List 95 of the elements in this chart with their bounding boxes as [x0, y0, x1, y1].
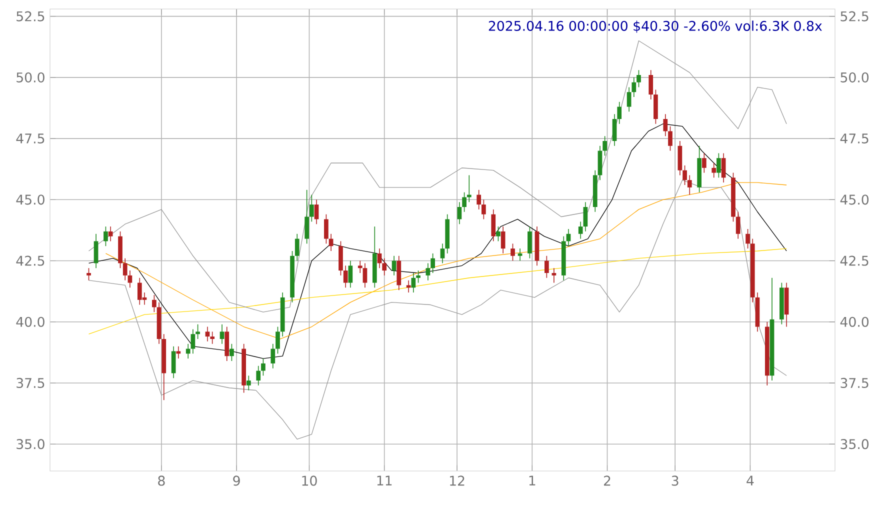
candlestick [712, 162, 716, 178]
candlestick [309, 194, 314, 222]
candlestick [270, 343, 276, 369]
candlestick [426, 262, 430, 281]
y2-tick-label: 42.5 [16, 256, 44, 266]
x-tick-label: 11 [377, 476, 392, 486]
y-tick-label: 42.5 [840, 256, 868, 266]
y-tick-label: 37.5 [840, 378, 868, 388]
candlestick [382, 258, 387, 276]
y2-tick-label: 52.5 [16, 11, 44, 22]
candlestick [510, 243, 515, 262]
candlestick [362, 262, 368, 288]
candlestick [314, 199, 319, 224]
candlestick [721, 152, 726, 183]
candlestick [746, 228, 750, 249]
y2-tick-label: 35.0 [16, 439, 44, 450]
x-tick-label: 8 [158, 476, 165, 486]
candlestick [528, 226, 532, 259]
candlestick [304, 189, 310, 244]
candlestick [457, 202, 462, 224]
candlestick [220, 324, 224, 344]
y2-tick-label: 47.5 [16, 134, 44, 144]
x-tick-label: 12 [450, 476, 464, 486]
candlestick [152, 294, 156, 312]
candlestick [108, 226, 113, 242]
candlestick [171, 346, 176, 378]
candlestick [687, 174, 692, 196]
candlestick [230, 343, 234, 362]
y-tick-label: 52.5 [840, 11, 868, 22]
candlestick [500, 226, 506, 254]
candlestick [491, 209, 496, 242]
candlestick [462, 192, 466, 212]
candlestick [210, 331, 215, 344]
candlestick [294, 233, 300, 262]
candlestick [205, 326, 210, 342]
candlestick [246, 375, 251, 391]
candlestick [276, 326, 280, 354]
candlestick [411, 272, 416, 293]
annotation: 2025.04.16 00:00:00 $40.30 -2.60% vol:6.3K 0.8x [488, 20, 822, 33]
x-tick-label: 2 [604, 476, 610, 486]
candlestick [430, 253, 435, 274]
candlestick [552, 268, 556, 284]
y2-tick-label: 40.0 [16, 316, 44, 327]
candlestick [104, 226, 108, 246]
candlestick [663, 114, 668, 136]
candlestick [261, 358, 266, 376]
candlestick [324, 214, 328, 244]
candlestick [648, 70, 654, 100]
candlestick [358, 260, 362, 274]
candlestick [476, 189, 482, 210]
candlestick [626, 86, 632, 112]
candlestick [482, 199, 486, 220]
y-tick-label: 47.5 [840, 134, 868, 144]
candlestick [544, 255, 549, 278]
candlestick [632, 77, 636, 98]
candlestick [496, 226, 500, 242]
candlestick [348, 260, 353, 288]
line-series [88, 248, 787, 334]
candlestick [406, 280, 411, 293]
candlestick [736, 211, 740, 240]
candlestick [176, 346, 181, 359]
candlestick [612, 114, 617, 146]
candlestick [617, 101, 622, 124]
y-tick-label: 50.0 [840, 72, 869, 82]
x-tick-label: 4 [746, 476, 754, 486]
x-tick-label: 3 [672, 476, 678, 486]
candlestick [186, 343, 190, 359]
candlestick [518, 248, 522, 262]
candlestick [716, 152, 721, 178]
candlestick [578, 221, 583, 240]
candlestick [682, 165, 687, 186]
candlestick [122, 258, 128, 281]
y2-tick-label: 37.5 [16, 378, 44, 388]
y-tick-label: 35.0 [840, 439, 869, 450]
candlestick [583, 202, 588, 232]
candlestick [190, 328, 196, 354]
candlestick [440, 243, 445, 264]
candlestick [702, 152, 706, 174]
candlestick [668, 126, 672, 152]
y-tick-label: 45.0 [840, 194, 869, 205]
y-tick-label: 40.0 [840, 316, 869, 327]
candlestick [86, 268, 91, 281]
candlestick [602, 136, 608, 156]
candlestick [94, 233, 98, 268]
y2-tick-label: 45.0 [16, 194, 44, 205]
y2-tick-label: 50.0 [16, 72, 44, 82]
x-tick-label: 10 [302, 476, 317, 486]
x-tick-label: 1 [529, 476, 536, 486]
x-tick-label: 9 [233, 476, 240, 486]
candlestick [636, 70, 641, 88]
candlestick [128, 270, 132, 288]
candlestick [256, 365, 261, 386]
candlestick [196, 324, 200, 340]
candlestick [416, 270, 420, 284]
candlestick [343, 265, 348, 288]
